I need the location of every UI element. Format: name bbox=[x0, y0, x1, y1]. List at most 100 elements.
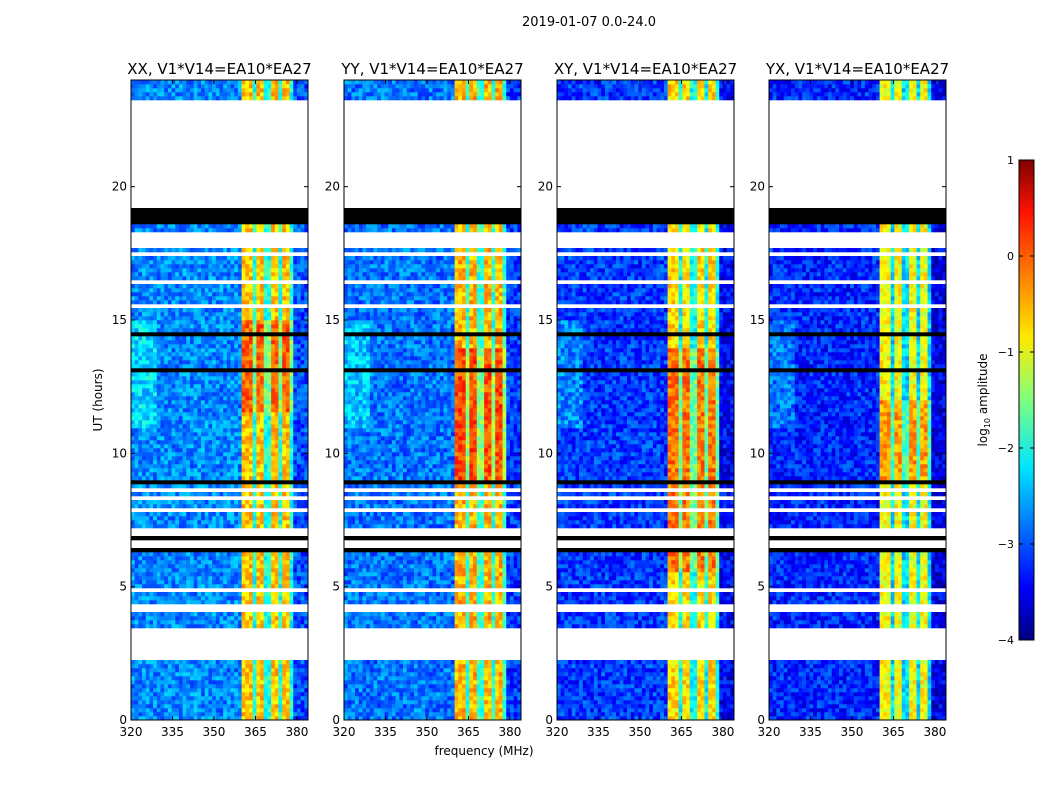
heatmap-cell bbox=[178, 268, 183, 273]
heatmap-cell bbox=[252, 352, 257, 357]
heatmap-cell bbox=[260, 340, 265, 345]
heatmap-cell bbox=[182, 624, 187, 629]
heatmap-cell bbox=[300, 552, 305, 557]
heatmap-cell bbox=[226, 676, 231, 681]
heatmap-cell bbox=[149, 672, 154, 677]
heatmap-cell bbox=[160, 520, 165, 525]
heatmap-cell bbox=[186, 452, 191, 457]
heatmap-cell bbox=[178, 296, 183, 301]
heatmap-cell bbox=[193, 316, 198, 321]
heatmap-cell bbox=[237, 624, 242, 629]
heatmap-cell bbox=[208, 456, 213, 461]
heatmap-cell bbox=[153, 88, 158, 93]
heatmap-cell bbox=[186, 484, 191, 489]
heatmap-cell bbox=[212, 348, 217, 353]
heatmap-cell bbox=[260, 260, 265, 265]
heatmap-cell bbox=[304, 524, 309, 529]
heatmap-cell bbox=[160, 700, 165, 705]
heatmap-cell bbox=[263, 276, 268, 281]
heatmap-cell bbox=[156, 672, 161, 677]
heatmap-cell bbox=[145, 436, 150, 441]
heatmap-cell bbox=[282, 432, 287, 437]
heatmap-cell bbox=[260, 620, 265, 625]
heatmap-cell bbox=[186, 80, 191, 85]
heatmap-cell bbox=[252, 444, 257, 449]
heatmap-cell bbox=[134, 224, 139, 229]
heatmap-cell bbox=[167, 376, 172, 381]
heatmap-cell bbox=[245, 468, 250, 473]
heatmap-cell bbox=[249, 440, 253, 445]
heatmap-cell bbox=[197, 436, 202, 441]
heatmap-cell bbox=[241, 324, 246, 329]
heatmap-cell bbox=[208, 396, 213, 401]
heatmap-cell bbox=[271, 680, 276, 685]
heatmap-cell bbox=[245, 352, 250, 357]
heatmap-cell bbox=[138, 320, 143, 325]
heatmap-cell bbox=[142, 404, 147, 409]
heatmap-cell bbox=[186, 428, 191, 433]
heatmap-cell bbox=[219, 580, 224, 585]
heatmap-cell bbox=[271, 408, 276, 413]
heatmap-cell bbox=[186, 388, 191, 393]
heatmap-cell bbox=[226, 492, 231, 497]
heatmap-cell bbox=[223, 440, 228, 445]
heatmap-cell bbox=[282, 380, 287, 385]
heatmap-cell bbox=[142, 492, 147, 497]
heatmap-cell bbox=[190, 616, 194, 621]
heatmap-cell bbox=[234, 80, 239, 85]
heatmap-cell bbox=[260, 700, 265, 705]
heatmap-cell bbox=[256, 264, 261, 269]
heatmap-cell bbox=[256, 88, 261, 93]
heatmap-cell bbox=[300, 684, 305, 689]
heatmap-cell bbox=[285, 292, 290, 297]
heatmap-cell bbox=[171, 416, 176, 421]
heatmap-cell bbox=[204, 568, 209, 573]
heatmap-cell bbox=[230, 312, 235, 317]
heatmap-cell bbox=[156, 472, 161, 477]
heatmap-cell bbox=[193, 584, 198, 589]
heatmap-cell bbox=[355, 716, 360, 721]
heatmap-cell bbox=[193, 396, 198, 401]
heatmap-cell bbox=[278, 568, 283, 573]
heatmap-cell bbox=[267, 312, 272, 317]
heatmap-cell bbox=[219, 716, 224, 721]
heatmap-cell bbox=[285, 440, 290, 445]
heatmap-cell bbox=[178, 680, 183, 685]
heatmap-cell bbox=[274, 668, 279, 673]
heatmap-cell bbox=[249, 420, 253, 425]
heatmap-cell bbox=[164, 352, 169, 357]
heatmap-cell bbox=[164, 512, 169, 517]
heatmap-cell bbox=[252, 416, 257, 421]
heatmap-cell bbox=[201, 472, 206, 477]
heatmap-cell bbox=[278, 504, 283, 509]
heatmap-cell bbox=[293, 456, 298, 461]
heatmap-cell bbox=[502, 712, 507, 717]
heatmap-cell bbox=[300, 316, 305, 321]
heatmap-cell bbox=[395, 708, 400, 713]
heatmap-cell bbox=[145, 716, 150, 721]
heatmap-cell bbox=[142, 552, 147, 557]
heatmap-cell bbox=[156, 224, 161, 229]
heatmap-cell bbox=[256, 324, 261, 329]
heatmap-cell bbox=[197, 260, 202, 265]
heatmap-cell bbox=[149, 376, 154, 381]
heatmap-cell bbox=[234, 300, 239, 305]
heatmap-cell bbox=[193, 400, 198, 405]
heatmap-cell bbox=[249, 388, 253, 393]
heatmap-cell bbox=[208, 364, 213, 369]
heatmap-cell bbox=[234, 716, 239, 721]
heatmap-cell bbox=[167, 592, 172, 597]
heatmap-cell bbox=[171, 484, 176, 489]
heatmap-cell bbox=[245, 256, 250, 261]
heatmap-cell bbox=[167, 624, 172, 629]
heatmap-cell bbox=[223, 476, 228, 481]
heatmap-cell bbox=[201, 580, 206, 585]
heatmap-cell bbox=[208, 288, 213, 293]
heatmap-cell bbox=[234, 356, 239, 361]
heatmap-cell bbox=[131, 380, 135, 385]
heatmap-cell bbox=[201, 324, 206, 329]
heatmap-cell bbox=[263, 520, 268, 525]
heatmap-cell bbox=[201, 260, 206, 265]
heatmap-cell bbox=[138, 568, 143, 573]
heatmap-cell bbox=[182, 576, 187, 581]
